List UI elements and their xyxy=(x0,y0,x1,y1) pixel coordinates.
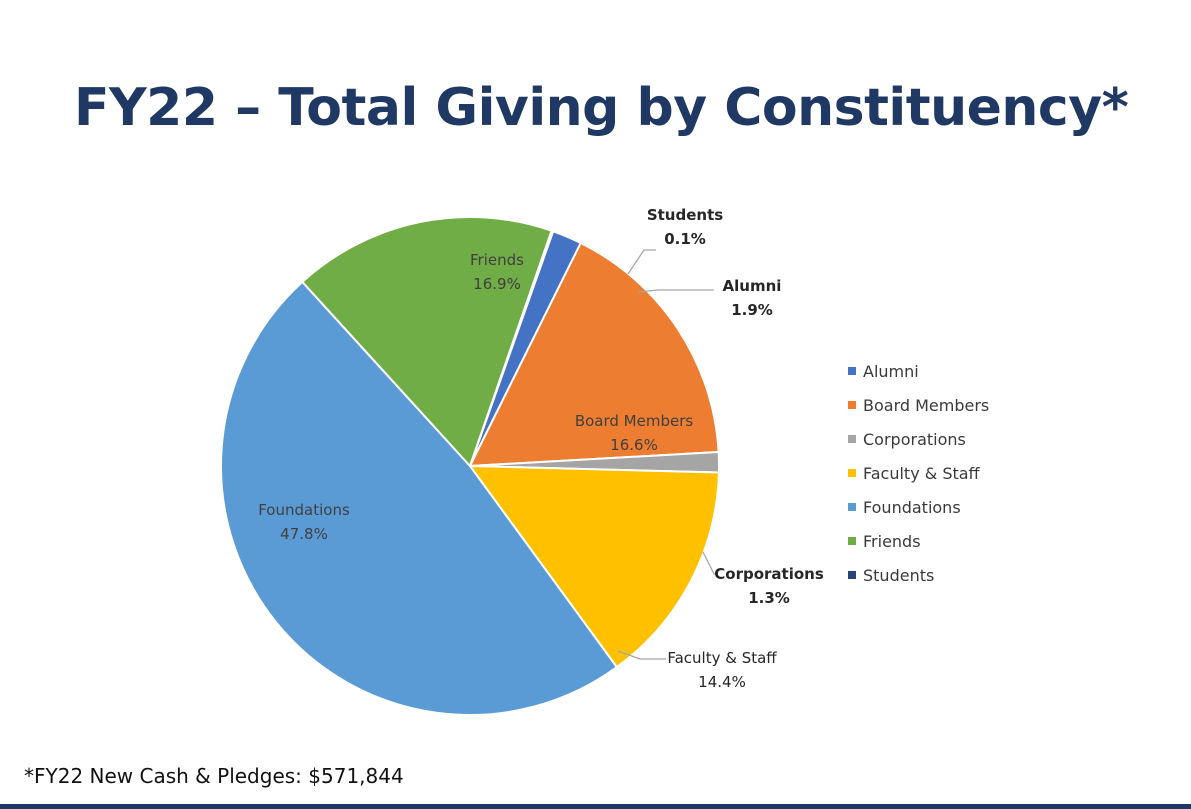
data-label-corporations: Corporations 1.3% xyxy=(714,565,824,607)
legend-swatch xyxy=(848,571,856,579)
legend-swatch xyxy=(848,537,856,545)
leader-line-corporations xyxy=(702,551,718,575)
data-label-alumni: Alumni 1.9% xyxy=(723,277,782,319)
data-label-board-members: Board Members 16.6% xyxy=(575,412,694,454)
pie-slice-board-members xyxy=(468,241,720,468)
bottom-divider xyxy=(0,804,1191,809)
legend-item-friends: Friends xyxy=(848,524,989,558)
data-label-students: Students 0.1% xyxy=(647,206,723,248)
data-label-faculty-staff: Faculty & Staff 14.4% xyxy=(667,649,777,691)
legend-item-alumni: Alumni xyxy=(848,354,989,388)
footnote: *FY22 New Cash & Pledges: $571,844 xyxy=(24,764,404,788)
legend-label: Students xyxy=(863,565,935,585)
pie-slice-foundations xyxy=(219,280,619,717)
legend-label: Faculty & Staff xyxy=(863,463,980,483)
data-label-foundations: Foundations 47.8% xyxy=(258,501,350,543)
leader-line-faculty-staff xyxy=(617,650,666,660)
pie-slice-students xyxy=(469,229,555,467)
legend-swatch xyxy=(848,469,856,477)
legend-label: Friends xyxy=(863,531,921,551)
legend-item-students: Students xyxy=(848,558,989,592)
legend-item-board-members: Board Members xyxy=(848,388,989,422)
legend-label: Board Members xyxy=(863,395,990,415)
legend-label: Alumni xyxy=(863,361,919,381)
pie-slice-friends xyxy=(300,216,553,468)
leader-line-students xyxy=(627,249,656,275)
page-title: FY22 – Total Giving by Constituency* xyxy=(74,78,1129,138)
legend-swatch xyxy=(848,503,856,511)
legend-swatch xyxy=(848,401,856,409)
legend-item-foundations: Foundations xyxy=(848,490,989,524)
legend-item-corporations: Corporations xyxy=(848,422,989,456)
pie-slice-faculty-staff xyxy=(467,464,720,669)
chart-legend: Alumni Board Members Corporations Faculty &… xyxy=(848,354,989,592)
legend-item-faculty-staff: Faculty & Staff xyxy=(848,456,989,490)
legend-label: Foundations xyxy=(863,497,961,517)
data-label-friends: Friends 16.9% xyxy=(470,251,524,293)
legend-swatch xyxy=(848,435,856,443)
legend-label: Corporations xyxy=(863,429,966,449)
legend-swatch xyxy=(848,367,856,375)
leader-line-alumni xyxy=(638,289,714,293)
